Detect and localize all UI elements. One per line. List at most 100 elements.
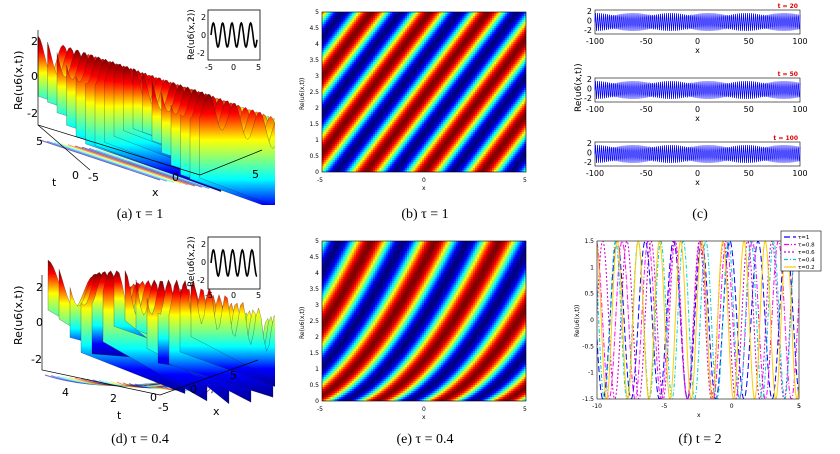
- heat-cell: [341, 48, 344, 51]
- heat-cell: [349, 94, 353, 97]
- heat-cell: [356, 104, 359, 107]
- heat-cell: [515, 82, 518, 85]
- heat-cell: [481, 84, 484, 87]
- heat-cell: [436, 82, 440, 85]
- heat-cell: [409, 54, 412, 57]
- heat-cell: [479, 96, 482, 99]
- heat-cell: [523, 18, 526, 21]
- heat-cell: [385, 38, 389, 41]
- heat-cell: [362, 12, 365, 15]
- heat-cell: [364, 54, 367, 57]
- heat-cell: [396, 50, 399, 53]
- heat-cell: [411, 42, 414, 45]
- heat-cell: [385, 98, 389, 101]
- heat-cell: [358, 24, 361, 27]
- heat-cell: [517, 70, 520, 73]
- heat-cell: [517, 14, 520, 17]
- heat-cell: [504, 72, 508, 75]
- heat-cell: [379, 110, 382, 113]
- heat-cell: [515, 44, 518, 47]
- heat-cell: [509, 38, 512, 41]
- heat-cell: [324, 112, 327, 115]
- heat-cell: [411, 100, 414, 103]
- heat-cell: [455, 12, 459, 15]
- heat-cell: [451, 78, 455, 81]
- heat-cell: [368, 104, 372, 107]
- heat-cell: [413, 24, 416, 27]
- heat-cell: [322, 72, 325, 75]
- heat-cell: [411, 86, 414, 89]
- heat-cell: [453, 58, 457, 61]
- heat-cell: [485, 94, 489, 97]
- heat-cell: [441, 86, 444, 89]
- heat-cell: [341, 102, 344, 105]
- heat-cell: [468, 104, 472, 107]
- heat-cell: [334, 64, 338, 67]
- heat-cell: [411, 54, 414, 57]
- heat-cell: [453, 102, 457, 105]
- heat-cell: [396, 70, 399, 73]
- heat-cell: [400, 24, 404, 27]
- heat-cell: [419, 62, 423, 65]
- heat-cell: [326, 20, 329, 23]
- heat-cell: [366, 30, 370, 33]
- heat-cell: [496, 96, 499, 99]
- heat-cell: [336, 76, 340, 79]
- heat-cell: [458, 48, 461, 51]
- heat-cell: [517, 102, 520, 105]
- heat-cell: [513, 38, 516, 41]
- heat-cell: [523, 28, 526, 31]
- heat-cell: [362, 32, 365, 35]
- heat-cell: [411, 32, 414, 35]
- heat-cell: [432, 16, 435, 19]
- heat-cell: [492, 16, 495, 19]
- heat-cell: [449, 56, 452, 59]
- heat-cell: [419, 70, 423, 73]
- heat-cell: [513, 44, 516, 47]
- heat-cell: [390, 38, 393, 41]
- heat-cell: [515, 40, 518, 43]
- heat-cell: [447, 98, 450, 101]
- heat-cell: [362, 84, 365, 87]
- heat-cell: [336, 48, 340, 51]
- heat-cell: [468, 112, 472, 115]
- heat-cell: [489, 66, 493, 69]
- heat-cell: [396, 66, 399, 69]
- heat-cell: [479, 62, 482, 65]
- x-tick-a: -5: [88, 171, 99, 184]
- heat-cell: [506, 26, 510, 29]
- heat-cell: [504, 40, 508, 43]
- heat-cell: [413, 68, 416, 71]
- heat-cell: [421, 74, 425, 77]
- heat-cell: [434, 16, 438, 19]
- heat-cell: [428, 52, 431, 55]
- heat-cell: [455, 102, 459, 105]
- heat-cell: [402, 50, 406, 53]
- heat-cell: [377, 98, 380, 101]
- heat-cell: [351, 88, 355, 91]
- heat-cell: [466, 42, 469, 45]
- heat-cell: [487, 98, 491, 101]
- heat-cell: [451, 24, 455, 27]
- heat-cell: [345, 44, 348, 47]
- heat-cell: [328, 60, 331, 63]
- heat-cell: [472, 84, 476, 87]
- heat-cell: [477, 34, 480, 37]
- heat-cell: [421, 46, 425, 49]
- floor-stripe: [46, 140, 168, 182]
- heat-cell: [396, 42, 399, 45]
- heat-cell: [322, 88, 325, 91]
- heat-cell: [494, 86, 497, 89]
- heat-cell: [443, 88, 446, 91]
- heat-cell: [424, 70, 427, 73]
- heat-cell: [500, 62, 503, 65]
- heat-cell: [498, 44, 501, 47]
- heat-cell: [441, 32, 444, 35]
- heat-cell: [377, 56, 380, 59]
- heat-cell: [498, 48, 501, 51]
- heat-cell: [404, 12, 408, 15]
- heat-cell: [353, 72, 357, 75]
- heat-cell: [451, 108, 455, 111]
- inset-a-ylabel: Re(u6(x,2)): [187, 9, 197, 60]
- heat-cell: [455, 90, 459, 93]
